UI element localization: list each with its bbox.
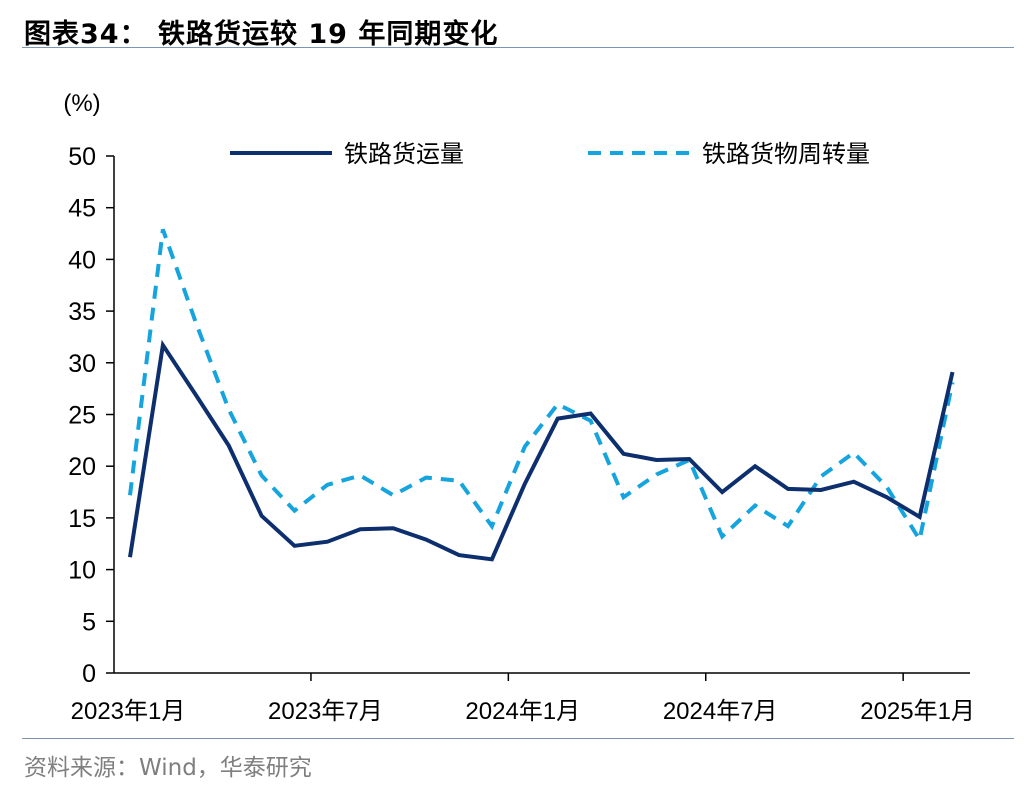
y-tick-label: 15 [68, 505, 96, 533]
series-line-freight-turnover [128, 228, 955, 545]
y-tick-label: 10 [68, 557, 96, 585]
y-axis-unit-label: (%) [63, 90, 100, 117]
y-tick-label: 35 [68, 298, 96, 326]
y-tick-label: 30 [68, 350, 96, 378]
y-tick-label: 25 [68, 402, 96, 430]
legend-label-freight-volume: 铁路货运量 [344, 141, 464, 168]
y-tick-label: 50 [68, 143, 96, 171]
y-tick-label: 45 [68, 195, 96, 223]
legend-label-freight-turnover: 铁路货物周转量 [702, 141, 870, 168]
x-tick-label: 2024年1月 [465, 698, 580, 725]
series-line-freight-volume [128, 339, 955, 562]
x-axis: 2023年1月 2023年7月 2024年1月 2024年7月 2025年1月 [71, 672, 975, 725]
y-tick-label: 0 [82, 660, 96, 688]
title-divider [22, 47, 1014, 48]
y-tick-label: 40 [68, 246, 96, 274]
x-tick-label: 2025年1月 [860, 698, 975, 725]
figure-title: 图表34： 铁路货运较 19 年同期变化 [24, 19, 499, 50]
footer-divider [22, 738, 1014, 739]
y-tick-label: 20 [68, 453, 96, 481]
series-lines [128, 228, 955, 562]
x-tick-label: 2023年7月 [268, 698, 383, 725]
y-axis: 0 5 10 15 20 25 30 35 40 45 50 [68, 143, 115, 688]
y-tick-label: 5 [82, 608, 96, 636]
x-tick-label: 2023年1月 [71, 698, 186, 725]
source-note: 资料来源：Wind，华泰研究 [24, 755, 312, 781]
x-tick-label: 2024年7月 [663, 698, 778, 725]
legend: 铁路货运量 铁路货物周转量 [230, 141, 870, 168]
